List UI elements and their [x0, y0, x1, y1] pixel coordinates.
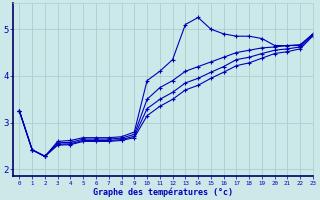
X-axis label: Graphe des températures (°c): Graphe des températures (°c) — [93, 187, 233, 197]
